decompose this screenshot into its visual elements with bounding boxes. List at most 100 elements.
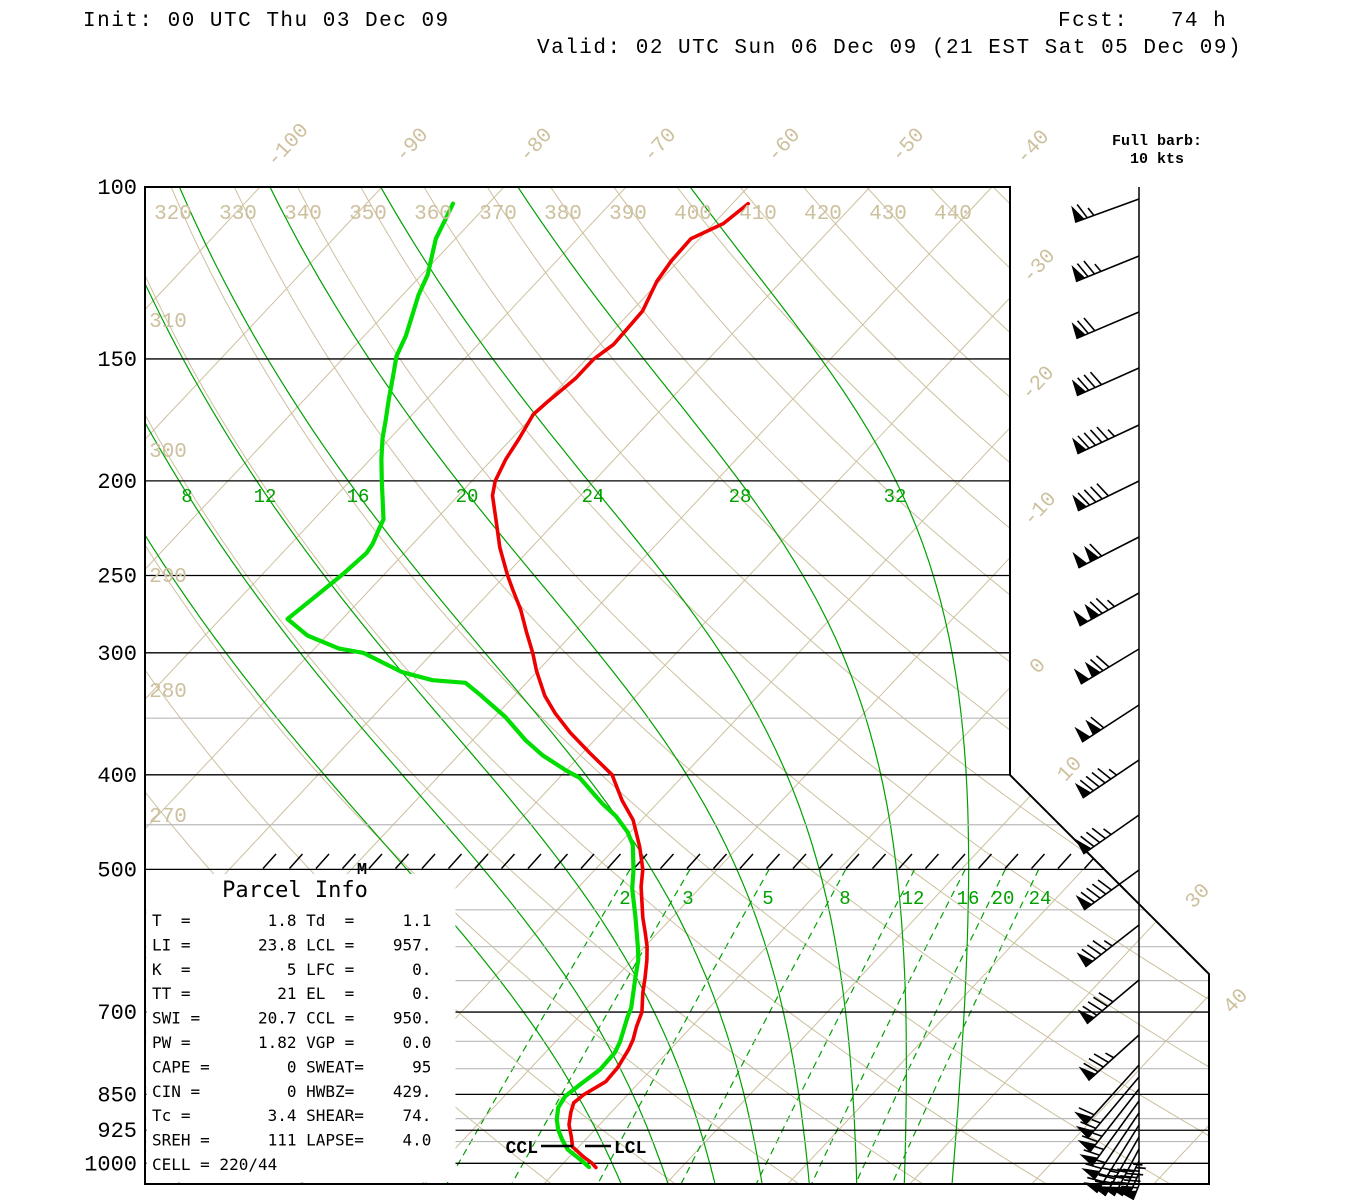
wind-barb-full [1083, 317, 1096, 332]
hatch-tick-500hpa [447, 853, 463, 870]
wind-barb-flag [1074, 782, 1091, 799]
wind-barb-full [1090, 1170, 1108, 1177]
wind-barb [1073, 648, 1140, 685]
parcel-info-row: LI = 23.8 LCL = 957. [152, 935, 431, 954]
wind-barb-flag [1072, 494, 1087, 511]
hatch-tick-500hpa [951, 853, 966, 870]
wind-barb-half [1103, 940, 1113, 947]
hatch-tick-500hpa [474, 853, 489, 870]
parcel-info-row: TT = 21 EL = 0. [152, 984, 431, 1003]
dry-adiabat-label-top: 430 [869, 203, 907, 226]
wind-barb-half [1091, 1118, 1101, 1124]
dry-adiabat-label-top: 410 [739, 203, 777, 226]
wind-barb-full [1083, 489, 1097, 503]
dry-adiabat-line [233, 187, 1209, 1184]
wind-barb-staff [1076, 367, 1140, 397]
wind-barb [1072, 480, 1140, 512]
wind-barb-full [1089, 429, 1103, 443]
wind-barb-full [1126, 1172, 1144, 1176]
wind-barb-flag [1071, 264, 1086, 282]
hatch-tick-500hpa [368, 853, 383, 870]
hatch-tick-500hpa [712, 853, 728, 870]
moist-adiabat-label: 28 [729, 486, 752, 508]
isotherm-line [145, 187, 871, 1184]
hatch-tick-500hpa [818, 853, 834, 870]
wind-barb-full [1092, 940, 1108, 951]
isotherm-line [0, 187, 138, 1184]
wind-barb-half [1101, 1166, 1112, 1171]
barb-legend-line1: Full barb: [1112, 133, 1202, 150]
mixing-ratio-line [595, 869, 770, 1184]
dry-adiabat-label-top: 330 [219, 203, 257, 226]
wind-barb-full [1085, 831, 1101, 844]
dry-adiabat-line [739, 187, 1209, 1184]
dry-adiabat-label-left: 270 [149, 806, 187, 829]
isotherm-label-top: -60 [763, 124, 806, 167]
mixing-ratio-label: 2 [619, 888, 630, 910]
wind-barb-full [1095, 597, 1109, 611]
pressure-axis-label: 850 [97, 1083, 137, 1108]
parcel-info-row: SWI = 20.7 CCL = 950. [152, 1009, 431, 1028]
hatch-tick-500hpa [500, 853, 516, 870]
dry-adiabat-label-top: 400 [674, 203, 712, 226]
wind-barb-full [1081, 948, 1097, 960]
wind-barb [1074, 704, 1140, 743]
isotherm-label-right: 0 [1026, 654, 1051, 679]
wind-barb-full [1089, 601, 1103, 614]
wind-barb-full [1091, 883, 1107, 895]
isotherm-label-right: -10 [1019, 488, 1062, 531]
wind-barb [1076, 924, 1140, 968]
wind-barb-full [1078, 1107, 1095, 1116]
mixing-ratio-label: 16 [957, 888, 980, 910]
mixing-ratio-line [890, 869, 1040, 1184]
hatch-tick-500hpa [262, 853, 277, 870]
dry-adiabat-label-top: 350 [349, 203, 387, 226]
hatch-tick-500hpa [977, 853, 993, 870]
wind-barb-full [1086, 887, 1101, 899]
wind-barb [1071, 255, 1140, 283]
isotherm-line [909, 187, 1209, 1184]
wind-barb-full [1088, 1057, 1104, 1068]
wind-barb [1077, 1088, 1140, 1153]
dry-adiabat-line [929, 187, 1209, 1184]
moist-adiabat-line [689, 187, 970, 1184]
wind-barb-full [1117, 1181, 1135, 1185]
isotherm-line [421, 187, 1209, 1184]
mixing-ratio-label: 12 [902, 888, 925, 910]
hatch-tick-500hpa [765, 853, 781, 870]
isotherm-label-top: -70 [639, 124, 682, 167]
wind-barb-full [1098, 1174, 1116, 1180]
wind-barb-full [1091, 771, 1106, 784]
wind-barb-half [1105, 1052, 1115, 1059]
wind-barb-full [1090, 486, 1103, 500]
isotherm-line [145, 187, 627, 1184]
lcl-label: LCL [614, 1139, 646, 1159]
wind-barb-full [1089, 371, 1103, 386]
dry-adiabat-line [145, 187, 1052, 1184]
dry-adiabat-label-top: 390 [609, 203, 647, 226]
mixing-ratio-line [444, 869, 631, 1184]
wind-barb [1073, 592, 1140, 627]
wind-barb-full [1090, 716, 1105, 729]
ccl-label: CCL [506, 1139, 538, 1159]
wind-barb-full [1120, 1174, 1137, 1179]
parcel-info-row: CELL = 220/44 [152, 1155, 277, 1174]
dry-adiabat-label-left: 300 [149, 441, 187, 464]
parcel-info-row: T = 1.8 Td = 1.1 [152, 911, 431, 930]
wind-barb-full [1123, 1179, 1141, 1183]
isotherm-line [1153, 187, 1209, 1184]
wind-barb-flag [1117, 1190, 1137, 1200]
hatch-tick-500hpa [924, 853, 940, 870]
wind-barb-flag [1084, 661, 1101, 678]
wind-barb-full [1077, 492, 1091, 506]
parcel-info-row: CIN = 0 HWBZ= 429. [152, 1082, 431, 1101]
isotherm-line [1031, 187, 1209, 1184]
wind-barb-full [1082, 1005, 1098, 1017]
mixing-ratio-line [853, 869, 1006, 1184]
wind-barb-full [1085, 1162, 1102, 1170]
wind-barb-staff [1078, 536, 1140, 569]
dry-adiabat-line [360, 187, 1209, 1184]
dry-adiabat-line [145, 187, 928, 1184]
